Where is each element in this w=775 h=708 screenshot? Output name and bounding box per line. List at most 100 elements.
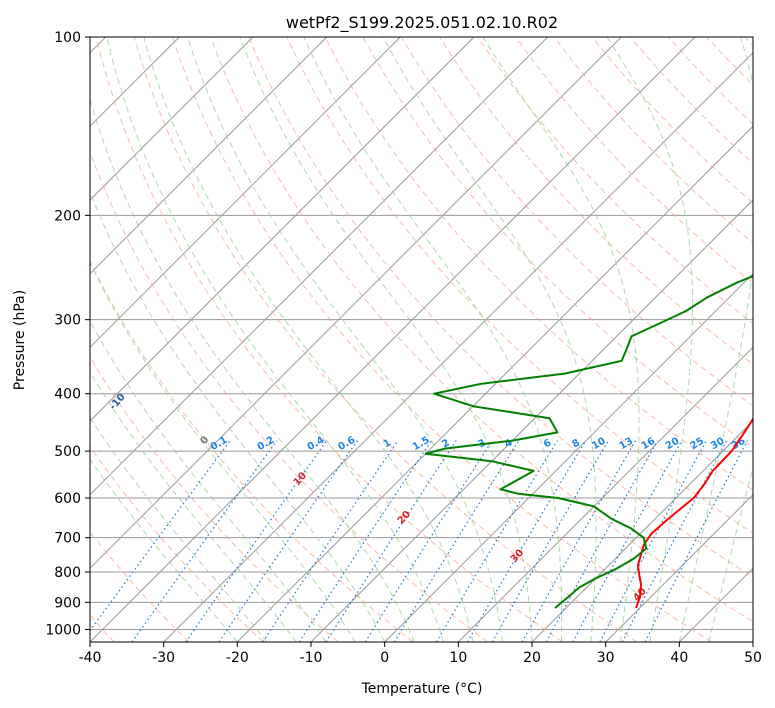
- isotherm-line: [90, 37, 254, 201]
- isotherm-line: [90, 37, 622, 570]
- mixing-ratio-label: 8: [570, 437, 582, 450]
- x-tick-label: 10: [449, 650, 467, 666]
- isotherm-line: [531, 420, 753, 642]
- moist-adiabat: [90, 97, 415, 642]
- isotherm-line: [678, 567, 753, 642]
- dry-adiabat: [90, 356, 339, 642]
- mixing-ratio-label: 25: [689, 436, 707, 453]
- dry-adiabat: [133, 37, 638, 642]
- dewpoint-profile-line: [424, 274, 753, 609]
- moist-adiabat: [708, 465, 753, 642]
- isotherm-line: [605, 493, 753, 642]
- dry-adiabat: [210, 37, 753, 623]
- dry-adiabat: [286, 37, 753, 534]
- isotherm-line: [90, 37, 328, 275]
- y-tick-label: 100: [54, 30, 81, 46]
- dry-adiabat-label: -10: [108, 392, 128, 413]
- isotherm-line: [384, 272, 753, 642]
- y-tick-label: 500: [54, 444, 81, 460]
- x-tick-label: -10: [300, 650, 323, 666]
- background-lines: [90, 37, 753, 642]
- dry-adiabat-label: 20: [396, 509, 414, 527]
- mixing-ratio-line: [131, 440, 278, 642]
- isotherm-line: [752, 641, 753, 642]
- mixing-ratio-line: [298, 440, 432, 642]
- dry-adiabat: [171, 37, 712, 642]
- dry-adiabat: [744, 37, 753, 47]
- dry-adiabat: [95, 37, 563, 642]
- temperature-profile-line: [635, 417, 753, 609]
- y-tick-label: 400: [54, 387, 81, 403]
- dry-adiabat: [90, 150, 488, 642]
- mixing-ratio-line: [545, 440, 659, 642]
- isotherm-line: [90, 37, 696, 642]
- moist-adiabat: [382, 37, 597, 642]
- mixing-ratio-label: 1: [382, 437, 394, 450]
- mixing-ratio-label: 0.6: [336, 435, 357, 453]
- mixing-ratio-line: [521, 440, 637, 642]
- dry-adiabat: [553, 37, 753, 244]
- dry-adiabat-label: 30: [509, 547, 527, 565]
- mixing-ratio-line: [393, 440, 520, 642]
- dry-adiabat: [248, 37, 753, 578]
- dry-adiabat: [324, 37, 753, 491]
- x-tick-label: 50: [744, 650, 762, 666]
- mixing-ratio-label: 2: [440, 437, 452, 450]
- moist-adiabat: [90, 416, 268, 642]
- dry-adiabat: [706, 37, 753, 86]
- mixing-ratio-line: [644, 440, 748, 642]
- x-tick-label: -40: [79, 650, 102, 666]
- dry-adiabat: [90, 531, 190, 642]
- dry-adiabat: [515, 37, 753, 284]
- mixing-ratio-label: 0.4: [306, 435, 327, 453]
- isotherm-line: [90, 37, 475, 422]
- dry-adiabat: [438, 37, 753, 366]
- mixing-ratio-label: 16: [640, 436, 658, 453]
- dry-adiabat-label: -20: [28, 353, 48, 374]
- mixing-ratio-label: 20: [664, 436, 682, 453]
- x-axis-title: Temperature (°C): [361, 681, 483, 697]
- moist-adiabat: [239, 37, 533, 642]
- x-tick-label: 0: [380, 650, 389, 666]
- moist-adiabat: [482, 37, 640, 642]
- mixing-ratio-line: [491, 440, 609, 642]
- mixing-ratio-line: [599, 440, 707, 642]
- mixing-ratio-label: 0.1: [209, 435, 230, 453]
- mixing-ratio-line: [466, 440, 587, 642]
- mixing-ratio-line: [185, 440, 328, 642]
- moist-adiabat: [90, 190, 386, 642]
- moist-adiabat: [90, 320, 327, 642]
- isotherm-line: [457, 346, 753, 642]
- dry-adiabat: [90, 445, 264, 642]
- mixing-ratio-line: [621, 440, 728, 642]
- mixing-ratio-line: [364, 440, 493, 642]
- moist-adiabat: [90, 370, 297, 642]
- isopleth-labels: 0.10.20.40.611.52346810131620253036-100-…: [28, 353, 748, 604]
- y-tick-label: 600: [54, 491, 81, 507]
- moist-adiabat: [90, 261, 356, 642]
- mixing-ratio-label: 0.2: [256, 435, 277, 453]
- mixing-ratio-line: [90, 440, 231, 632]
- x-tick-label: -20: [226, 650, 249, 666]
- y-tick-label: 700: [54, 531, 81, 547]
- plot-frame: [89, 36, 754, 643]
- y-tick-label: 900: [54, 595, 81, 611]
- dry-adiabat: [90, 259, 414, 642]
- profile-series: [424, 274, 753, 609]
- mixing-ratio-label: 13: [617, 436, 635, 453]
- moist-adiabat: [143, 37, 474, 642]
- isotherm-line: [90, 37, 549, 496]
- moist-adiabat: [106, 37, 445, 642]
- y-tick-label: 800: [54, 565, 81, 581]
- isotherm-line: [90, 37, 401, 349]
- moist-adiabat: [678, 37, 753, 642]
- moist-adiabat: [187, 37, 503, 642]
- axes: -40 -30 -20 -10 0 10 20 30 40 5010020030040050060…: [45, 30, 762, 666]
- y-tick-label: 200: [54, 208, 81, 224]
- dry-adiabat: [591, 37, 753, 204]
- chart-title: wetPf2_S199.2025.051.02.10.R02: [286, 13, 558, 33]
- mixing-ratio-line: [572, 440, 683, 642]
- moist-adiabat: [90, 458, 238, 642]
- isotherm-line: [236, 125, 753, 642]
